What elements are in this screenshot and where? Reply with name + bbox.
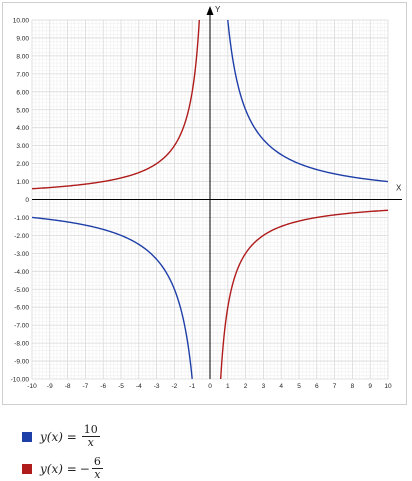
chart-plot: XY-10 -9 -8 -7 -6 -5 -4 -3 -2 -1 0 1 2 3 4 5 6 7 8 9 1010.00… bbox=[11, 5, 402, 390]
y-tick-label: 6.00 bbox=[16, 89, 29, 96]
x-tick-label: -10 bbox=[27, 383, 37, 390]
legend-swatch-series-2 bbox=[22, 463, 32, 474]
y-axis-arrow bbox=[206, 6, 214, 15]
x-tick-label: 6 bbox=[315, 383, 319, 390]
y-tick-label: 4.00 bbox=[16, 125, 29, 132]
series-1-branch-1 bbox=[32, 216, 193, 379]
x-tick-label: -3 bbox=[154, 383, 160, 390]
y-tick-label: -10.00 bbox=[11, 377, 30, 384]
y-tick-label: 3.00 bbox=[16, 143, 29, 150]
y-tick-label: 5.00 bbox=[16, 107, 29, 114]
x-tick-label: -1 bbox=[189, 383, 195, 390]
series-2-branch-1 bbox=[32, 20, 201, 190]
x-tick-label: 8 bbox=[351, 383, 355, 390]
y-tick-label: 2.00 bbox=[16, 161, 29, 168]
x-tick-label: 9 bbox=[368, 383, 372, 390]
y-tick-label: 8.00 bbox=[16, 53, 29, 60]
x-tick-label: -9 bbox=[47, 383, 53, 390]
x-tick-label: -6 bbox=[100, 383, 106, 390]
legend-swatch-series-1 bbox=[22, 431, 32, 442]
legend-item-series-1: y(x) = 10 x bbox=[22, 424, 102, 449]
x-tick-label: 3 bbox=[262, 383, 266, 390]
formula-numerator: 10 bbox=[81, 423, 100, 437]
x-tick-label: 10 bbox=[384, 383, 392, 390]
legend-formula-series-2: y(x) = − 6 x bbox=[40, 456, 105, 481]
x-tick-label: 4 bbox=[279, 383, 283, 390]
formula-denominator: x bbox=[87, 436, 94, 449]
x-tick-label: 1 bbox=[226, 383, 230, 390]
formula-sign: − bbox=[79, 461, 90, 476]
y-tick-label: -6.00 bbox=[14, 305, 29, 312]
x-tick-label: 7 bbox=[333, 383, 337, 390]
formula-fraction: 10 x bbox=[81, 423, 100, 449]
formula-denominator: x bbox=[94, 468, 101, 481]
y-tick-label: -9.00 bbox=[14, 359, 29, 366]
x-tick-label: 5 bbox=[297, 383, 301, 390]
y-tick-label: 10.00 bbox=[13, 18, 30, 25]
y-tick-label: 1.00 bbox=[16, 179, 29, 186]
y-tick-label: 7.00 bbox=[16, 71, 29, 78]
y-tick-label: 9.00 bbox=[16, 35, 29, 42]
series-1-branch-2 bbox=[227, 20, 388, 183]
y-tick-label: -5.00 bbox=[14, 287, 29, 294]
x-tick-label: -2 bbox=[172, 383, 178, 390]
legend-item-series-2: y(x) = − 6 x bbox=[22, 456, 105, 481]
formula-lhs: y(x) = bbox=[40, 461, 77, 476]
y-axis-label: Y bbox=[215, 5, 221, 14]
y-tick-label: -1.00 bbox=[14, 215, 29, 222]
formula-numerator: 6 bbox=[91, 455, 103, 469]
x-tick-label: -7 bbox=[83, 383, 89, 390]
formula-fraction: 6 x bbox=[91, 455, 103, 481]
y-tick-label: 0 bbox=[25, 197, 29, 204]
chart-frame bbox=[2, 2, 407, 405]
y-tick-label: -7.00 bbox=[14, 323, 29, 330]
series-2-branch-2 bbox=[219, 209, 388, 379]
x-tick-label: 2 bbox=[244, 383, 248, 390]
y-tick-label: -3.00 bbox=[14, 251, 29, 258]
x-tick-label: -4 bbox=[136, 383, 142, 390]
y-tick-label: -4.00 bbox=[14, 269, 29, 276]
x-tick-label: -8 bbox=[65, 383, 71, 390]
x-axis-label: X bbox=[396, 184, 402, 193]
y-tick-label: -8.00 bbox=[14, 341, 29, 348]
x-tick-label: -5 bbox=[118, 383, 124, 390]
y-tick-label: -2.00 bbox=[14, 233, 29, 240]
formula-lhs: y(x) = bbox=[40, 429, 77, 444]
legend-formula-series-1: y(x) = 10 x bbox=[40, 424, 102, 449]
x-tick-label: 0 bbox=[208, 383, 212, 390]
